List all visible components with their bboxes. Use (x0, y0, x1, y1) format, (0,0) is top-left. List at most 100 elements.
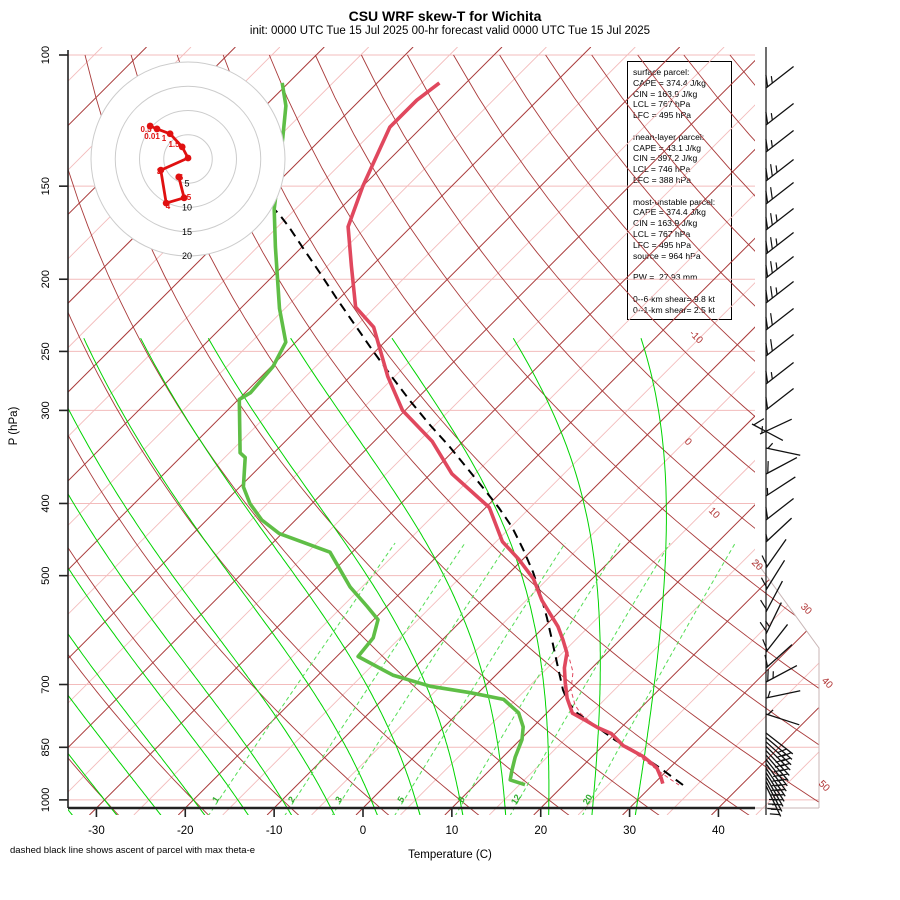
wind-barb-tick (762, 639, 768, 651)
temperature-tick-label: 30 (623, 825, 636, 837)
info-box-line: CIN = 397.2 J/kg (633, 153, 698, 164)
info-box-line: LFC = 495 hPa (633, 239, 692, 250)
wind-barb-tick (760, 577, 768, 589)
info-box-line: CAPE = 374.4 J/kg (633, 207, 706, 218)
moist-adiabat (290, 337, 507, 815)
wind-barb-tick (761, 426, 764, 434)
isotherm-line (222, 47, 819, 815)
moist-adiabat (68, 338, 162, 815)
dry-adiabat (68, 54, 391, 815)
wind-barb (765, 754, 789, 782)
temperature-tick-label: -30 (88, 825, 105, 837)
mixing-ratio-line (454, 542, 621, 815)
wind-barb-tick (770, 164, 773, 177)
dry-adiabat (729, 54, 819, 815)
wind-barb (765, 736, 793, 760)
hodograph-point (146, 122, 154, 130)
wind-barb (765, 664, 798, 683)
parcel-stats-box: surface parcel: CAPE = 374.4 J/kg CIN = 16… (627, 61, 732, 321)
info-box-line: 0--6-km shear= 9.8 kt (633, 293, 715, 304)
wind-barb (765, 361, 794, 385)
wind-barb (759, 418, 792, 435)
isotherm-edge-label: 10 (706, 505, 722, 521)
hodograph-point (166, 130, 174, 138)
page-title: CSU WRF skew-T for Wichita (348, 8, 542, 24)
wind-barb (765, 781, 783, 812)
moist-adiabat (68, 338, 293, 815)
wind-barb (751, 423, 784, 442)
isotherm-line (68, 47, 458, 815)
pressure-tick-label: 100 (40, 46, 52, 64)
hodograph-ring (139, 110, 237, 208)
isotherm-line (68, 47, 725, 815)
dry-adiabat (68, 54, 211, 815)
mixing-ratio-label: 1 (210, 795, 221, 805)
pressure-tick-label: 500 (40, 566, 52, 584)
wind-barb (765, 732, 794, 755)
wind-barb-tick (770, 789, 781, 792)
info-box-line: CAPE = 374.4 J/kg (633, 77, 706, 88)
isotherm-line (68, 47, 769, 815)
wind-barb-tick (765, 74, 769, 87)
wind-barb-tick (753, 418, 765, 426)
wind-barb (765, 624, 789, 653)
info-box-line: surface parcel: (633, 67, 690, 77)
isotherm-line (89, 47, 819, 815)
isotherm-line (577, 47, 819, 815)
wind-barb (765, 387, 794, 411)
moist-adiabat (83, 337, 379, 815)
wind-barb-tick (765, 138, 769, 151)
wind-barb (765, 758, 788, 787)
temperature-tick-label: -10 (266, 825, 283, 837)
hodograph-point (175, 173, 183, 181)
hodograph-ring (163, 134, 213, 184)
wind-barb-tick (775, 165, 778, 173)
wind-barb (765, 129, 794, 153)
mixing-ratio-line (581, 542, 736, 815)
info-box-line: 0--1-km shear= 2.5 kt (633, 304, 715, 315)
hodograph-height-label: 4 (166, 202, 171, 211)
wind-barb (765, 538, 787, 569)
wind-barb-tick (765, 370, 769, 383)
wind-barb-tick (770, 372, 773, 380)
wind-barb-tick (767, 807, 778, 810)
dry-adiabat (68, 54, 301, 815)
hodograph-height-label: 0.5 (140, 125, 152, 134)
wind-barb-tick (767, 442, 774, 449)
wind-barb-tick (770, 286, 773, 299)
pressure-tick-label: 400 (40, 494, 52, 512)
pressure-tick-label: 700 (40, 675, 52, 693)
page-subtitle: init: 0000 UTC Tue 15 Jul 2025 00-hr for… (249, 25, 651, 37)
isotherm-line (488, 47, 819, 815)
temperature-tick-label: 40 (712, 825, 725, 837)
mixing-ratio-line (331, 542, 509, 815)
hodograph-ring-label: 15 (182, 227, 192, 237)
dry-adiabat (775, 54, 819, 815)
isotherm-line (266, 47, 819, 815)
moist-adiabat (68, 338, 250, 815)
wind-barb-tick (765, 533, 769, 541)
wind-barb (765, 333, 794, 357)
wind-barb-tick (770, 213, 773, 226)
mixing-ratio-label: 12 (509, 793, 523, 807)
wind-barb-tick (770, 76, 773, 84)
moist-adiabat (634, 338, 667, 815)
parcel-footnote: dashed black line shows ascent of parcel… (10, 845, 256, 856)
wind-barb-tick (761, 555, 768, 567)
info-box-line: CIN = 163.9 J/kg (633, 218, 698, 229)
wind-barb (765, 307, 794, 331)
pressure-tick-label: 200 (40, 270, 52, 288)
isotherm-line (666, 47, 819, 815)
hodograph-point (178, 143, 186, 151)
pressure-tick-label: 150 (40, 177, 52, 195)
moist-adiabat (68, 338, 118, 815)
isotherm-line (355, 47, 819, 815)
dry-adiabat (222, 54, 819, 815)
wind-barb-tick (765, 342, 769, 355)
mixing-ratio-label: 5 (395, 795, 406, 805)
wind-barb-tick (769, 813, 780, 816)
moist-adiabat (140, 337, 421, 815)
dry-adiabat (84, 54, 661, 815)
isotherm-edge-label: 30 (798, 601, 814, 617)
mixing-ratio-line (207, 542, 396, 815)
